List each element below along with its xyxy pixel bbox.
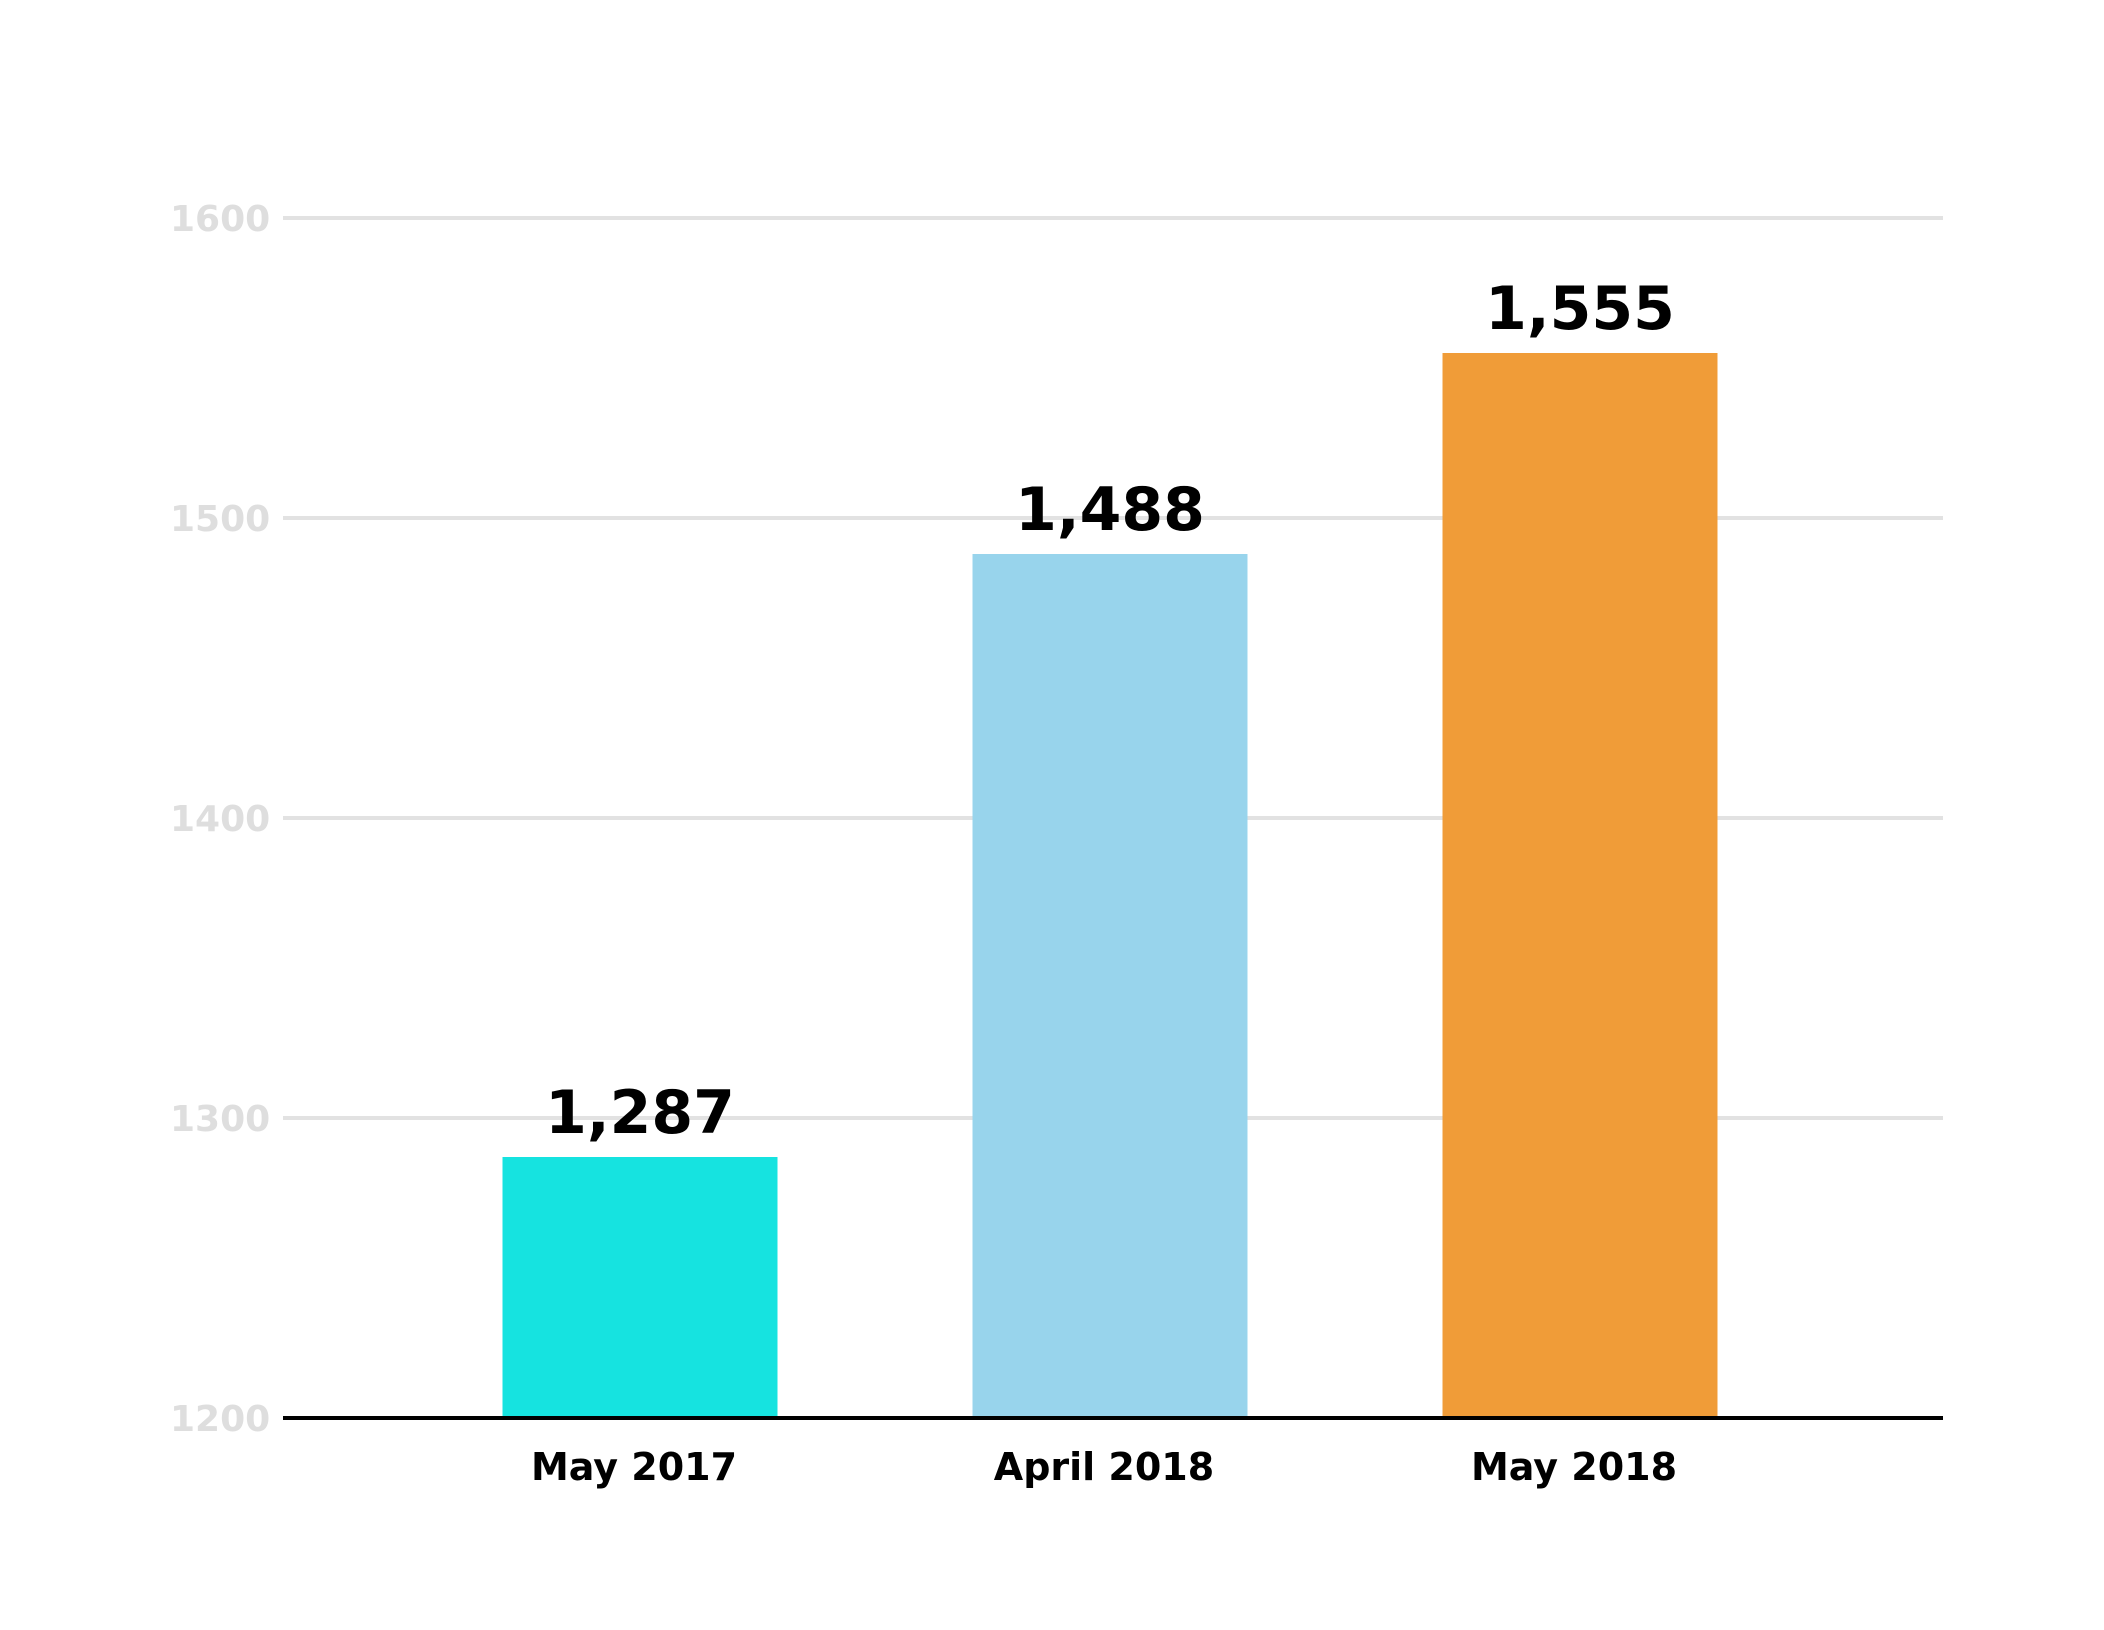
x-category-label: April 2018 (994, 1445, 1214, 1489)
x-category-label: May 2018 (1471, 1445, 1677, 1489)
y-axis-tick-labels: 1200 1300 1400 1500 1600 (170, 199, 270, 1440)
bar-value-label: 1,488 (1015, 475, 1205, 545)
bar-value-label: 1,555 (1485, 274, 1675, 344)
bar (972, 554, 1248, 1418)
bar-value-labels: 1,287 1,488 1,555 (545, 274, 1675, 1148)
y-tick-label: 1600 (170, 199, 270, 240)
x-axis-category-labels: May 2017 April 2018 May 2018 (531, 1445, 1677, 1489)
y-tick-label: 1500 (170, 499, 270, 540)
bar-value-label: 1,287 (545, 1078, 735, 1148)
bar (502, 1157, 778, 1418)
x-category-label: May 2017 (531, 1445, 737, 1489)
bar (1442, 353, 1718, 1418)
y-tick-label: 1200 (170, 1399, 270, 1440)
y-tick-label: 1400 (170, 799, 270, 840)
y-tick-label: 1300 (170, 1099, 270, 1140)
bars (502, 353, 1718, 1418)
